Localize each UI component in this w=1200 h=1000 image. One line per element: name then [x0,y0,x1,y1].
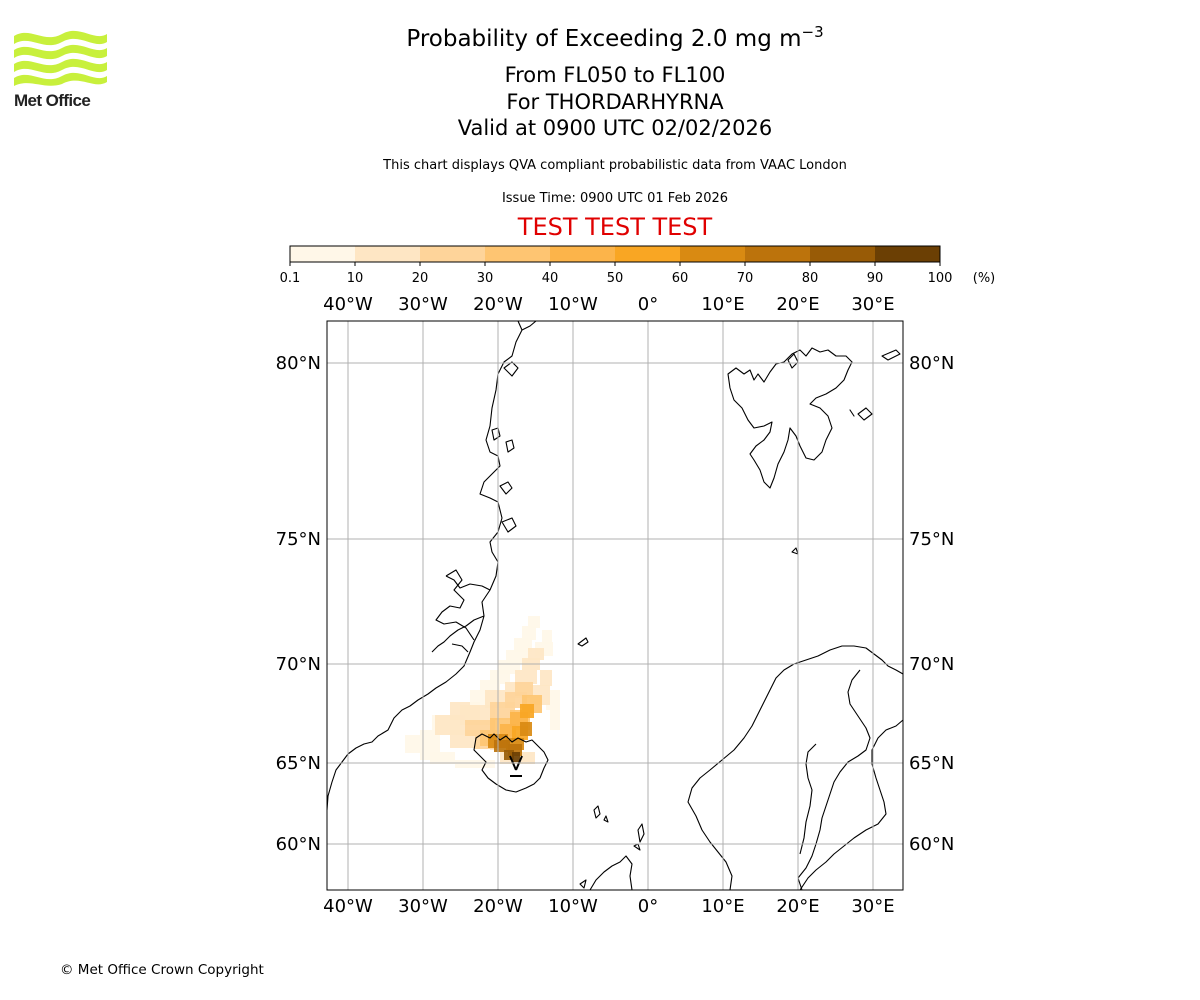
plume-probability-cell [405,735,420,753]
jan-mayen-island [577,637,589,647]
plume-probability-cell [540,670,552,686]
colorbar-segment [875,246,941,262]
colorbar-segment [745,246,811,262]
colorbar-segment [810,246,876,262]
longitude-label-bottom: 30°E [851,896,894,915]
longitude-label-top: 30°E [851,294,894,315]
colorbar-tick-label: 90 [867,271,884,286]
scandinavia-coastline [687,645,904,891]
svalbard-coastline [727,347,853,489]
chart-title: Probability of Exceeding 2.0 mg m−3 [215,23,1015,53]
colorbar-segment [290,246,356,262]
latitude-label-left: 70°N [276,654,321,675]
colorbar-segment [680,246,746,262]
colorbar-segment [485,246,551,262]
plume-probability-cell [528,648,544,660]
latitude-label-left: 75°N [276,529,321,550]
longitude-label-bottom: 0° [638,896,658,915]
colorbar-tick-label: 100 [928,271,953,286]
longitude-label-top: 10°E [701,294,744,315]
faroe-islands [593,805,609,823]
validity-time: Valid at 0900 UTC 02/02/2026 [457,116,773,140]
latitude-label-left: 65°N [276,753,321,774]
colorbar-tick-label: 20 [412,271,429,286]
scotland-coastline [589,855,633,891]
met-office-logo-text: Met Office [14,91,91,110]
gulf-of-bothnia-coastline [797,669,871,891]
plume-probability-cell [520,704,534,718]
latitude-label-right: 80°N [909,353,954,374]
longitude-label-bottom: 20°W [473,896,523,915]
colorbar-tick-label: 50 [607,271,624,286]
longitude-label-top: 40°W [323,294,373,315]
longitude-label-top: 10°W [548,294,598,315]
plume-probability-cell [455,760,495,768]
chart-title-text: Probability of Exceeding 2.0 mg m [406,26,802,52]
latitude-label-left: 60°N [276,834,321,855]
colorbar-segment [615,246,681,262]
test-banner: TEST TEST TEST [517,213,713,241]
longitude-label-top: 0° [638,294,658,315]
greenland-coastline [326,320,523,811]
volcano-name: For THORDARHYRNA [506,90,724,114]
latitude-label-right: 75°N [909,529,954,550]
colorbar-tick-label: 0.1 [280,271,301,286]
longitude-label-bottom: 20°E [776,896,819,915]
longitude-label-bottom: 10°W [548,896,598,915]
plume-probability-cell [520,722,532,736]
latitude-label-right: 60°N [909,834,954,855]
longitude-label-bottom: 10°E [701,896,744,915]
shetland-islands [633,823,645,851]
ash-plume-probability [405,616,560,777]
colorbar-tick-label: 10 [347,271,364,286]
plume-probability-cell [512,752,520,762]
colorbar-tick-label: 70 [737,271,754,286]
plume-probability-cell [542,630,552,644]
plume-probability-cell [522,626,536,640]
plume-probability-cell [550,710,560,730]
longitude-label-bottom: 40°W [323,896,373,915]
colorbar-segment [420,246,486,262]
plume-probability-cell [515,682,533,696]
copyright-notice: © Met Office Crown Copyright [60,962,264,978]
probability-colorbar: 0.1 10 20 30 40 50 60 70 80 90 100 (%) [280,245,996,286]
plume-probability-cell [504,750,514,760]
colorbar-tick-label: 30 [477,271,494,286]
chart-title-unit-exponent: −3 [801,23,824,41]
colorbar-tick-label: 40 [542,271,559,286]
issue-time: Issue Time: 0900 UTC 01 Feb 2026 [501,191,729,206]
colorbar-segment [355,246,421,262]
longitude-label-bottom: 30°W [398,896,448,915]
colorbar-tick-label: 60 [672,271,689,286]
colorbar-tick-label: 80 [802,271,819,286]
plume-probability-cell [515,670,537,684]
flight-level-range: From FL050 to FL100 [504,63,726,87]
latitude-label-left: 80°N [276,353,321,374]
longitude-label-top: 30°W [398,294,448,315]
colorbar-segment [550,246,616,262]
longitude-label-top: 20°E [776,294,819,315]
met-office-logo [12,28,112,118]
plume-probability-cell [514,638,532,652]
plume-probability-cell [430,752,455,764]
colorbar-unit-label: (%) [973,271,996,286]
iceland-coastline [473,733,549,793]
probability-map: 40°W 40°W 30°W 30°W 20°W 20°W 10°W 10°W 0° 0° 10°E… [276,294,955,915]
chart-description: This chart displays QVA compliant probab… [383,158,847,173]
plume-probability-cell [528,616,540,628]
latitude-label-right: 70°N [909,654,954,675]
longitude-label-top: 20°W [473,294,523,315]
latitude-label-right: 65°N [909,753,954,774]
